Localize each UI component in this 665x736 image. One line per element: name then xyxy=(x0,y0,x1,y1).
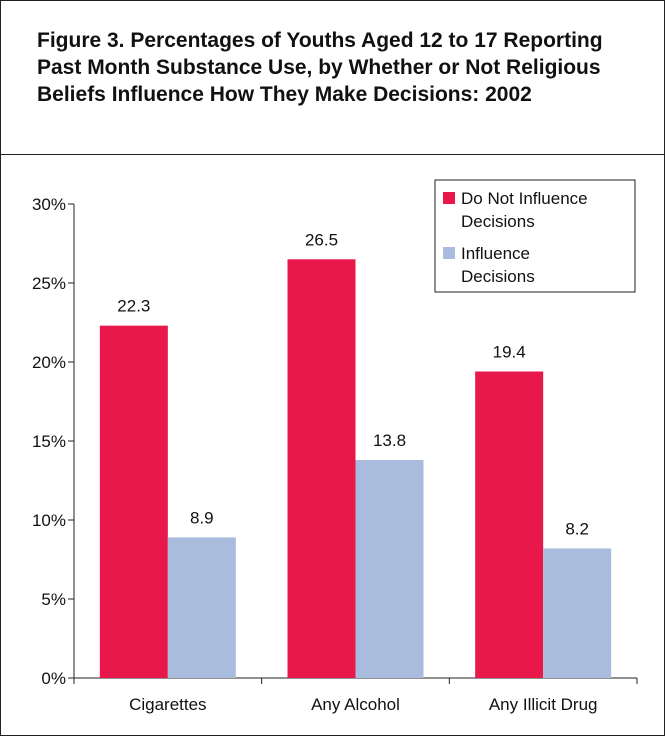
data-label: 8.2 xyxy=(565,519,589,538)
title-box: Figure 3. Percentages of Youths Aged 12 … xyxy=(1,1,664,155)
legend-label: Do Not Influence xyxy=(461,189,588,208)
y-tick-label: 5% xyxy=(41,590,66,609)
legend-label: Influence xyxy=(461,244,530,263)
y-tick-label: 10% xyxy=(32,511,66,530)
legend-label: Decisions xyxy=(461,212,535,231)
data-label: 22.3 xyxy=(117,297,150,316)
bar xyxy=(287,259,356,678)
chart-title: Figure 3. Percentages of Youths Aged 12 … xyxy=(37,29,603,106)
y-tick-label: 20% xyxy=(32,353,66,372)
bar xyxy=(99,325,168,678)
x-tick-label: Any Alcohol xyxy=(311,695,400,714)
data-label: 26.5 xyxy=(305,230,338,249)
x-tick-label: Cigarettes xyxy=(129,695,206,714)
legend-swatch xyxy=(443,192,455,204)
legend-box xyxy=(434,179,636,293)
data-label: 13.8 xyxy=(373,431,406,450)
bar xyxy=(167,537,236,678)
y-tick-label: 15% xyxy=(32,432,66,451)
y-tick-label: 30% xyxy=(32,195,66,214)
bar xyxy=(543,548,612,678)
y-tick-label: 0% xyxy=(41,669,66,688)
legend-swatch xyxy=(443,247,455,259)
x-tick-label: Any Illicit Drug xyxy=(489,695,598,714)
y-tick-label: 25% xyxy=(32,274,66,293)
data-label: 8.9 xyxy=(190,508,214,527)
legend-label: Decisions xyxy=(461,267,535,286)
data-label: 19.4 xyxy=(493,342,526,361)
bar xyxy=(475,371,544,678)
bar xyxy=(355,459,424,678)
